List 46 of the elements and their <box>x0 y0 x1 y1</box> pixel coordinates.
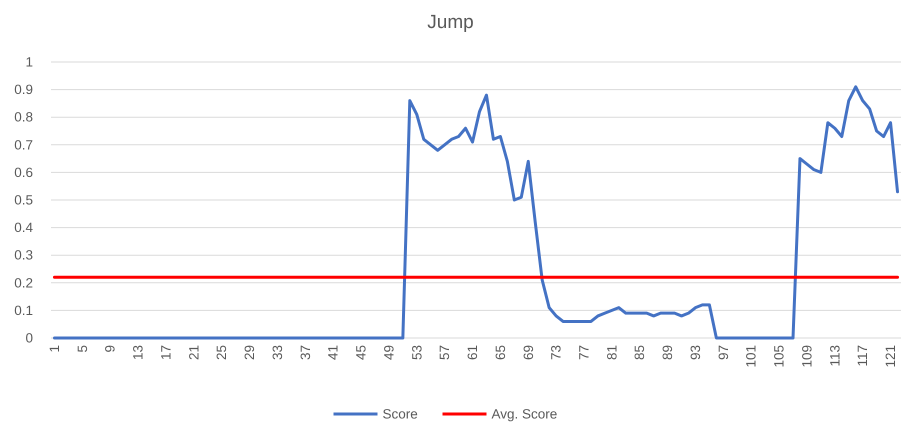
x-tick-label: 21 <box>186 345 202 360</box>
y-tick-label: 0.4 <box>14 220 34 236</box>
x-tick-label: 65 <box>492 345 508 360</box>
x-tick-label: 29 <box>242 345 258 360</box>
x-tick-label: 57 <box>437 345 452 360</box>
x-tick-label: 25 <box>214 345 230 360</box>
x-tick-label: 85 <box>632 345 648 360</box>
x-tick-label: 117 <box>855 345 870 367</box>
x-tick-label: 97 <box>716 345 731 360</box>
x-tick-label: 109 <box>799 345 814 368</box>
x-tick-label: 41 <box>326 345 341 360</box>
x-tick-label: 121 <box>883 345 898 368</box>
x-tick-label: 1 <box>46 345 62 353</box>
x-tick-label: 53 <box>409 345 424 360</box>
x-tick-label: 89 <box>660 345 676 360</box>
x-tick-label: 93 <box>688 345 703 360</box>
x-tick-label: 5 <box>74 345 90 353</box>
x-tick-label: 37 <box>298 345 313 360</box>
x-tick-label: 101 <box>744 345 759 368</box>
x-tick-label: 81 <box>604 345 620 360</box>
x-tick-label: 9 <box>102 345 118 353</box>
y-tick-label: 0.3 <box>14 248 33 263</box>
x-tick-label: 77 <box>576 345 592 360</box>
y-tick-label: 0.6 <box>14 164 33 180</box>
x-tick-label: 33 <box>270 345 285 360</box>
chart-title: Jump <box>427 12 474 33</box>
y-tick-label: 0 <box>25 330 33 346</box>
y-tick-label: 0.9 <box>14 82 33 98</box>
legend-label: Score <box>382 406 418 422</box>
y-tick-label: 0.7 <box>14 137 33 152</box>
y-tick-label: 0.2 <box>14 275 33 290</box>
x-tick-label: 49 <box>381 345 396 360</box>
x-tick-label: 17 <box>158 345 174 360</box>
x-tick-label: 113 <box>827 345 842 367</box>
line-series <box>52 85 900 340</box>
x-tick-label: 45 <box>354 345 369 360</box>
y-tick-label: 0.5 <box>14 192 33 208</box>
x-tick-label: 73 <box>548 345 564 360</box>
x-tick-label: 69 <box>520 345 536 360</box>
y-tick-label: 0.8 <box>14 110 33 125</box>
y-tick-label: 1 <box>25 54 33 70</box>
legend-label: Avg. Score <box>492 406 558 422</box>
y-tick-label: 0.1 <box>14 302 33 318</box>
x-tick-label: 105 <box>772 345 787 368</box>
x-tick-label: 61 <box>465 345 480 360</box>
x-tick-label: 13 <box>130 345 146 360</box>
